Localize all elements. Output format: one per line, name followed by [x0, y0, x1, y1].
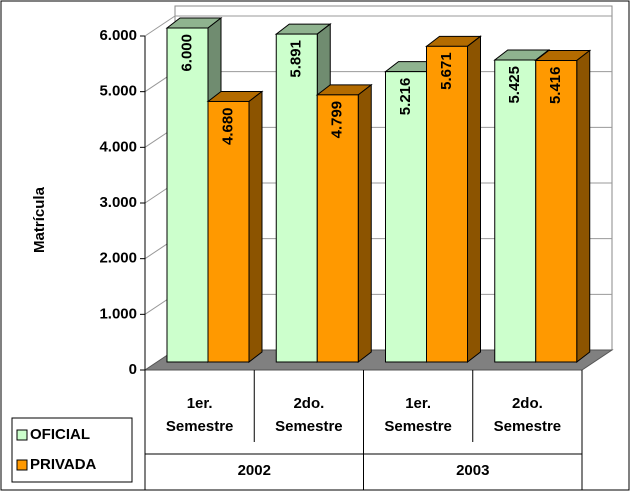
legend	[11, 417, 133, 483]
legend-swatch	[16, 459, 28, 471]
y-tick-label: 4.000	[99, 138, 137, 155]
y-axis-label: Matrícula	[31, 186, 48, 253]
bar-side	[576, 49, 591, 364]
group-label: 2002	[238, 462, 271, 479]
bar	[166, 27, 209, 363]
value-label: 5.891	[288, 40, 305, 78]
x-tick-label: Semestre	[166, 418, 234, 435]
value-label: 5.416	[547, 67, 564, 105]
value-label: 5.216	[397, 78, 414, 116]
bar	[207, 100, 250, 363]
x-tick-label: 2do.	[512, 395, 543, 412]
legend-label: PRIVADA	[30, 456, 97, 473]
bar	[385, 71, 427, 363]
bar	[316, 94, 359, 363]
y-tick-label: 3.000	[99, 194, 137, 211]
group-label: 2003	[456, 462, 489, 479]
legend-label: OFICIAL	[30, 426, 90, 443]
value-label: 6.000	[178, 34, 195, 72]
bar	[535, 60, 578, 363]
x-tick-label: 1er.	[187, 395, 213, 412]
x-tick-label: 1er.	[405, 395, 431, 412]
legend-swatch	[16, 429, 28, 441]
bar	[494, 59, 537, 363]
bar-side	[467, 35, 481, 364]
y-tick-label: 2.000	[99, 250, 137, 267]
value-label: 4.680	[219, 107, 236, 145]
y-tick-label: 0	[129, 361, 137, 378]
bar-side	[248, 90, 263, 364]
x-tick-label: Semestre	[275, 418, 343, 435]
value-label: 5.425	[506, 66, 523, 104]
grid-line	[144, 15, 612, 37]
value-label: 4.799	[329, 101, 346, 139]
x-tick-label: Semestre	[494, 418, 562, 435]
bar	[426, 45, 468, 363]
x-tick-label: 2do.	[293, 395, 324, 412]
value-label: 5.671	[438, 52, 455, 90]
x-tick-label: Semestre	[384, 418, 452, 435]
y-tick-label: 5.000	[99, 83, 137, 100]
bar	[275, 33, 318, 363]
bar-side	[357, 83, 372, 364]
y-tick-label: 1.000	[99, 305, 137, 322]
y-tick-label: 6.000	[99, 27, 137, 44]
